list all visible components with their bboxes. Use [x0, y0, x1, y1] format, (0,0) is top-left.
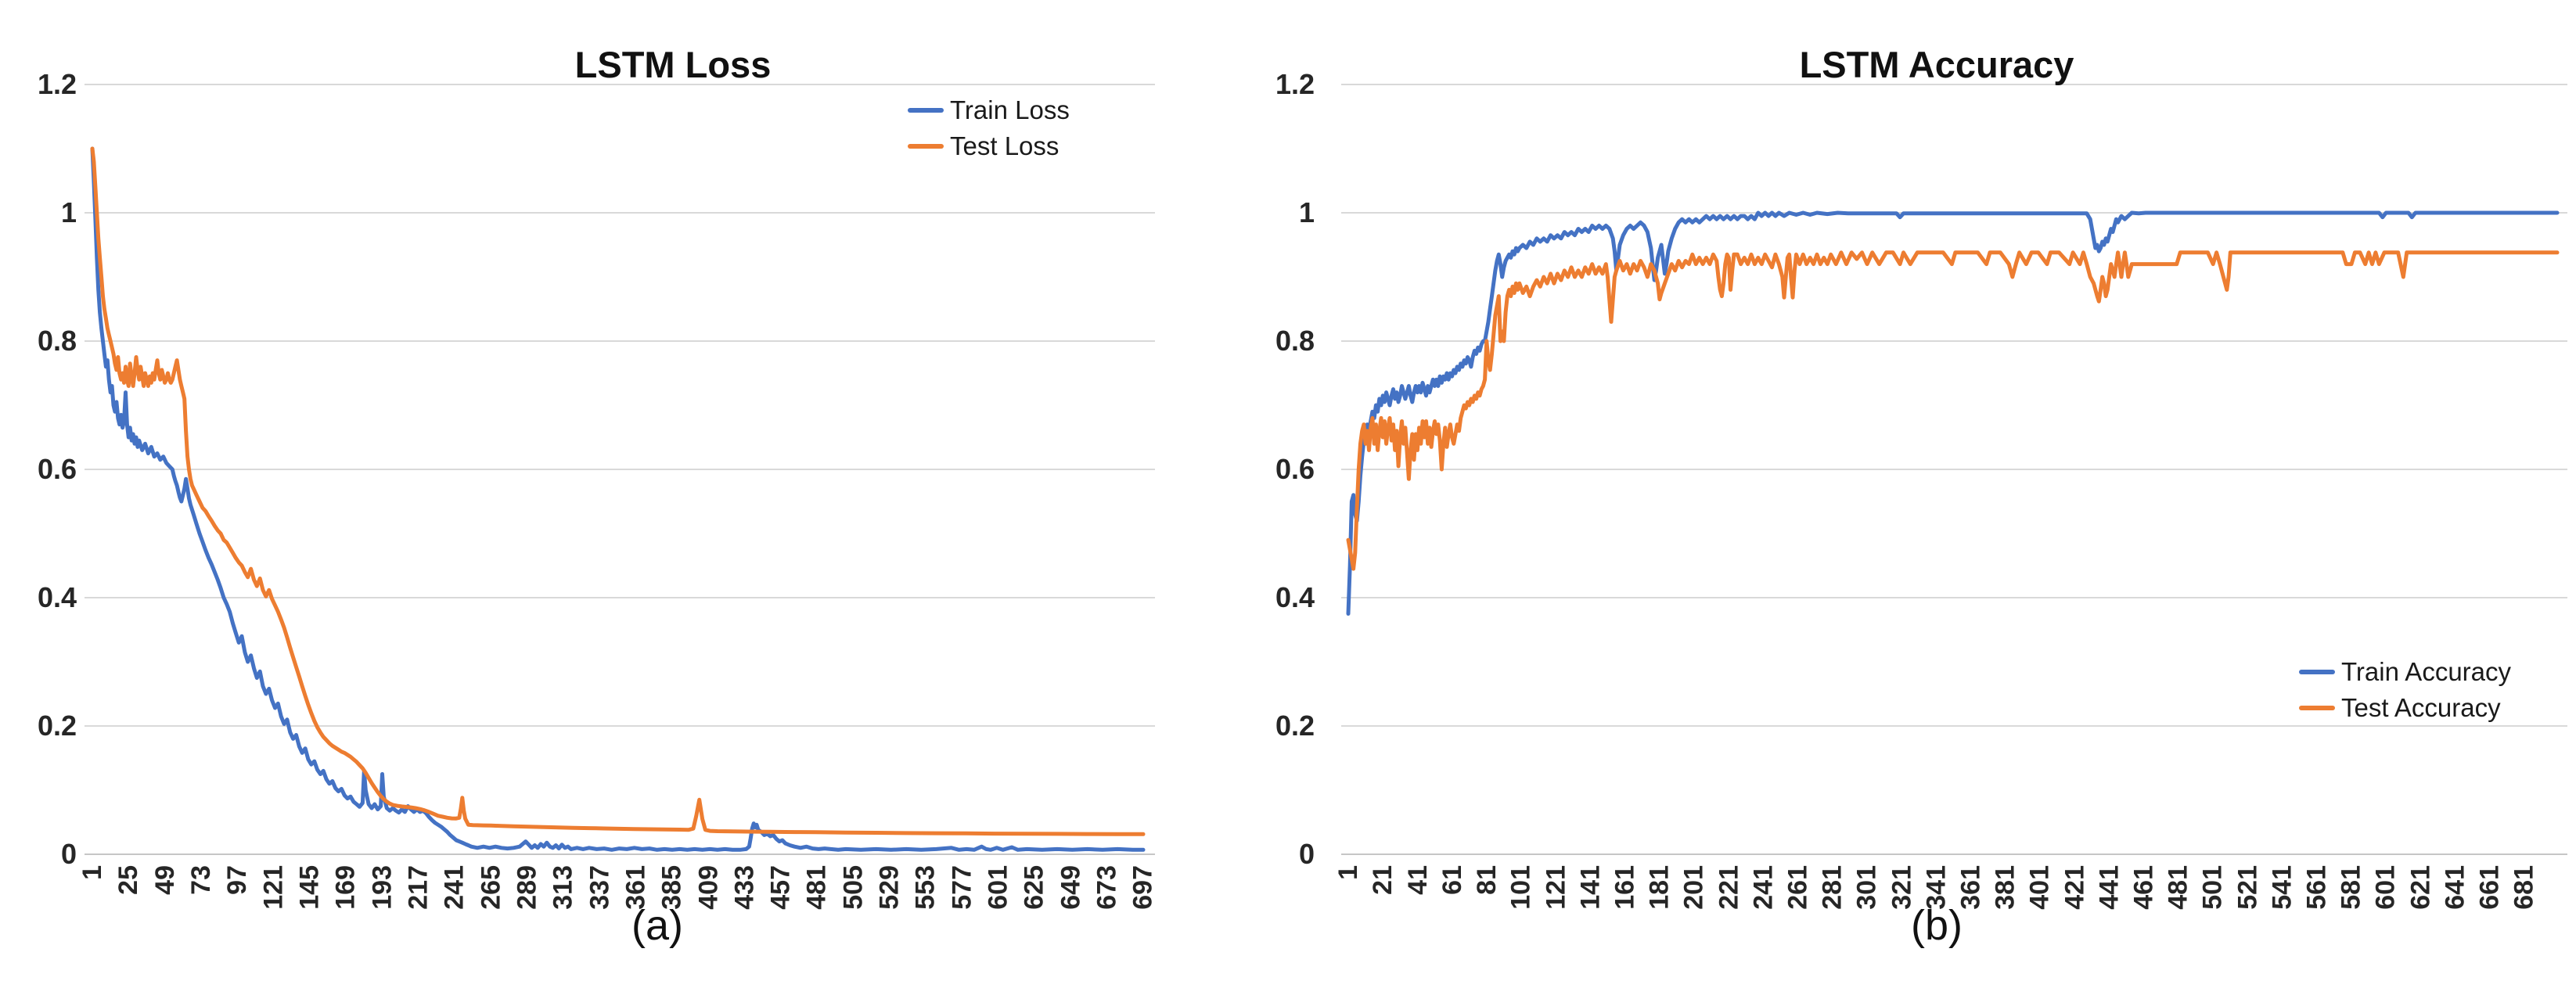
train-loss-legend-label: Train Loss	[950, 95, 1070, 124]
y-axis-tick-label: 1.2	[37, 68, 77, 100]
x-axis-tick-label: 529	[874, 865, 905, 910]
y-axis-tick-label: 0	[1298, 838, 1315, 870]
x-axis-tick-label: 625	[1020, 865, 1050, 910]
x-axis-tick-label: 221	[1714, 865, 1744, 910]
x-axis-tick-label: 601	[2371, 865, 2402, 910]
x-axis-tick-label: 265	[476, 865, 506, 910]
x-axis-tick-label: 1	[1333, 865, 1363, 880]
x-axis-tick-label: 1	[77, 865, 107, 880]
x-axis-tick-label: 621	[2405, 865, 2436, 910]
y-axis-tick-label: 0.8	[1275, 325, 1315, 357]
x-axis-tick-label: 505	[838, 865, 869, 910]
test-accuracy-line	[1346, 250, 2560, 571]
y-axis-tick-label: 0.8	[37, 325, 77, 357]
train-accuracy-legend-label: Train Accuracy	[2341, 657, 2512, 686]
x-axis-tick-label: 541	[2267, 865, 2297, 910]
x-axis-tick-label: 401	[2025, 865, 2056, 910]
train-accuracy-line	[1346, 210, 2560, 616]
x-axis-tick-label: 581	[2336, 865, 2366, 910]
subfigure-caption-b: (b)	[1911, 902, 1963, 949]
train-accuracy-swatch	[2299, 670, 2335, 674]
x-axis-tick-label: 241	[440, 865, 470, 910]
x-axis-tick-label: 121	[258, 865, 289, 910]
y-axis-tick-label: 1	[1298, 196, 1315, 228]
legend-item-train-accuracy: Train Accuracy	[2299, 654, 2511, 690]
x-axis-tick-label: 121	[1541, 865, 1571, 910]
train-loss-line	[90, 146, 1146, 852]
x-axis-tick-label: 21	[1368, 865, 1398, 895]
x-axis-tick-label: 577	[947, 865, 977, 910]
x-axis-tick-label: 161	[1610, 865, 1640, 910]
x-axis-tick-label: 673	[1092, 865, 1122, 910]
x-axis-tick-label: 81	[1471, 865, 1502, 895]
x-axis-tick-label: 681	[2509, 865, 2539, 910]
y-axis-tick-label: 1	[60, 196, 77, 228]
y-axis-tick-label: 0	[60, 838, 77, 870]
x-axis-tick-label: 181	[1644, 865, 1675, 910]
x-axis-tick-label: 281	[1817, 865, 1847, 910]
legend-item-train-loss: Train Loss	[908, 92, 1070, 128]
y-axis-tick-label: 0.2	[1275, 710, 1315, 742]
train-loss-swatch	[908, 108, 944, 113]
x-axis-tick-label: 481	[802, 865, 833, 910]
loss-legend: Train Loss Test Loss	[908, 92, 1070, 164]
test-loss-line	[90, 146, 1146, 836]
x-axis-tick-label: 41	[1402, 865, 1433, 895]
x-axis-tick-label: 461	[2128, 865, 2159, 910]
legend-item-test-accuracy: Test Accuracy	[2299, 690, 2511, 726]
x-axis-tick-label: 261	[1783, 865, 1813, 910]
y-axis-tick-label: 1.2	[1275, 68, 1315, 100]
y-axis-tick-label: 0.6	[1275, 453, 1315, 485]
x-axis-tick-label: 661	[2474, 865, 2505, 910]
accuracy-legend: Train Accuracy Test Accuracy	[2299, 654, 2511, 726]
x-axis-tick-label: 97	[222, 865, 253, 895]
x-axis-tick-label: 145	[294, 865, 325, 910]
test-accuracy-legend-label: Test Accuracy	[2341, 693, 2501, 722]
loss-chart-title: LSTM Loss	[574, 44, 772, 85]
x-axis-tick-label: 481	[2163, 865, 2193, 910]
x-axis-tick-label: 601	[983, 865, 1013, 910]
x-axis-tick-label: 553	[911, 865, 941, 910]
y-axis-tick-label: 0.2	[37, 710, 77, 742]
test-loss-legend-label: Test Loss	[950, 131, 1060, 160]
x-axis-tick-label: 169	[331, 865, 362, 910]
x-axis-tick-label: 561	[2301, 865, 2332, 910]
x-axis-tick-label: 421	[2060, 865, 2090, 910]
x-axis-tick-label: 193	[367, 865, 398, 910]
x-axis-tick-label: 649	[1056, 865, 1086, 910]
x-axis-tick-label: 501	[2198, 865, 2229, 910]
x-axis-tick-label: 61	[1437, 865, 1467, 895]
x-axis-tick-label: 289	[512, 865, 542, 910]
x-axis-tick-label: 313	[549, 865, 579, 910]
x-axis-tick-label: 641	[2440, 865, 2470, 910]
accuracy-chart-title: LSTM Accuracy	[1799, 44, 2074, 85]
x-axis-tick-label: 217	[403, 865, 434, 910]
y-axis-tick-label: 0.6	[37, 453, 77, 485]
subfigure-caption-a: (a)	[631, 902, 683, 949]
x-axis-tick-label: 141	[1575, 865, 1606, 910]
y-axis-tick-label: 0.4	[37, 581, 77, 613]
x-axis-tick-label: 241	[1748, 865, 1779, 910]
x-axis-tick-label: 201	[1679, 865, 1710, 910]
x-axis-tick-label: 25	[113, 865, 144, 895]
test-loss-swatch	[908, 144, 944, 149]
x-axis-tick-label: 521	[2232, 865, 2263, 910]
y-axis-tick-label: 0.4	[1275, 581, 1315, 613]
test-accuracy-swatch	[2299, 706, 2335, 710]
x-axis-tick-label: 441	[2094, 865, 2124, 910]
legend-item-test-loss: Test Loss	[908, 128, 1070, 164]
x-axis-tick-label: 697	[1128, 865, 1158, 910]
x-axis-tick-label: 49	[149, 865, 180, 895]
x-axis-tick-label: 101	[1506, 865, 1537, 910]
x-axis-tick-label: 457	[765, 865, 796, 910]
x-axis-tick-label: 73	[185, 865, 216, 895]
